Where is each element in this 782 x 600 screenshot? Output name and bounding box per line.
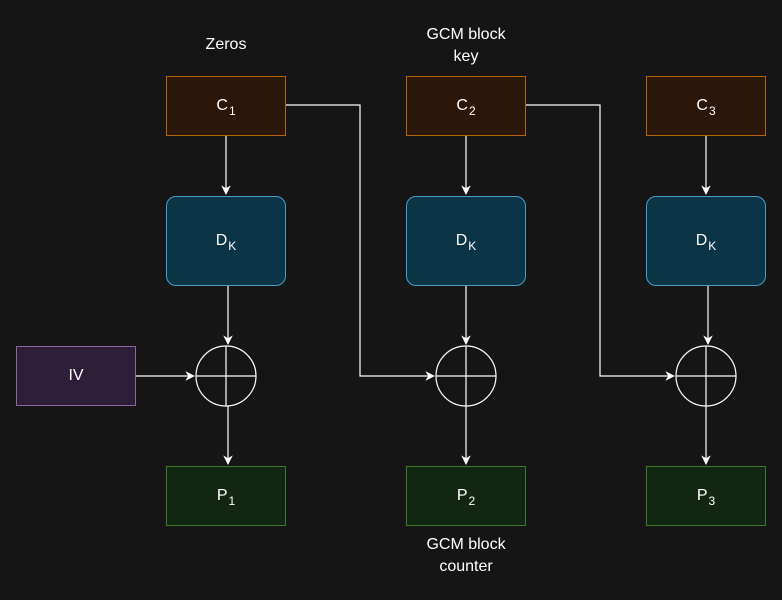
ciphertext-label: C <box>216 97 228 114</box>
gcm-block-key-line1: GCM block <box>426 26 506 43</box>
plaintext-label: P <box>216 487 228 504</box>
gcm-block-counter-line2: counter <box>439 558 493 575</box>
plaintext-subscript: 2 <box>468 494 476 508</box>
gcm-block-key-label: GCM block key <box>396 24 536 68</box>
plaintext-label: P <box>696 487 708 504</box>
decrypt-label: D <box>695 232 708 249</box>
decrypt-subscript: K <box>468 239 477 253</box>
gcm-block-counter-line1: GCM block <box>426 536 506 553</box>
plaintext-subscript: 1 <box>228 494 236 508</box>
plaintext-subscript: 3 <box>708 494 716 508</box>
arrow-c2-to-xor3 <box>526 104 675 381</box>
ciphertext-subscript: 1 <box>228 104 236 118</box>
xor-icon-1 <box>195 345 257 407</box>
zeros-label: Zeros <box>205 36 247 53</box>
iv-label: IV <box>68 367 84 384</box>
plaintext-label: P <box>456 487 468 504</box>
ciphertext-subscript: 3 <box>708 104 716 118</box>
arrow-c1-to-xor2 <box>286 104 435 381</box>
ciphertext-label: C <box>456 97 468 114</box>
ciphertext-subscript: 2 <box>468 104 476 118</box>
decrypt-label: D <box>215 232 228 249</box>
gcm-block-key-line2: key <box>453 48 479 65</box>
decrypt-label: D <box>455 232 468 249</box>
gcm-block-counter-label: GCM block counter <box>396 534 536 578</box>
decrypt-subscript: K <box>708 239 717 253</box>
xor-icon-2 <box>435 345 497 407</box>
ciphertext-label: C <box>696 97 708 114</box>
iv-block: IV <box>16 346 136 406</box>
decrypt-subscript: K <box>228 239 237 253</box>
xor-icon-3 <box>675 345 737 407</box>
